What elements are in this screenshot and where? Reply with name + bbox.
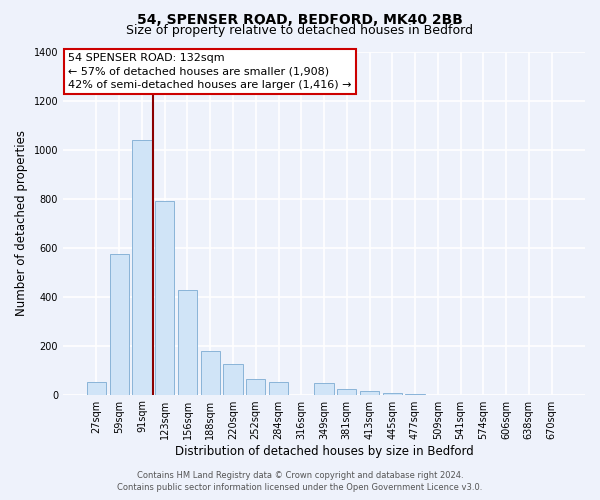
Text: Size of property relative to detached houses in Bedford: Size of property relative to detached ho… — [127, 24, 473, 37]
Text: 54 SPENSER ROAD: 132sqm
← 57% of detached houses are smaller (1,908)
42% of semi: 54 SPENSER ROAD: 132sqm ← 57% of detache… — [68, 53, 352, 90]
Bar — [87, 382, 106, 394]
X-axis label: Distribution of detached houses by size in Bedford: Distribution of detached houses by size … — [175, 444, 473, 458]
Text: 54, SPENSER ROAD, BEDFORD, MK40 2BB: 54, SPENSER ROAD, BEDFORD, MK40 2BB — [137, 12, 463, 26]
Bar — [155, 201, 175, 394]
Bar — [178, 290, 197, 395]
Bar — [246, 379, 265, 394]
Bar — [132, 140, 152, 394]
Bar — [110, 254, 129, 394]
Bar — [200, 351, 220, 395]
Y-axis label: Number of detached properties: Number of detached properties — [15, 130, 28, 316]
Bar — [337, 389, 356, 394]
Bar — [269, 382, 288, 394]
Bar — [360, 391, 379, 394]
Text: Contains HM Land Registry data © Crown copyright and database right 2024.
Contai: Contains HM Land Registry data © Crown c… — [118, 471, 482, 492]
Bar — [223, 364, 242, 394]
Bar — [314, 383, 334, 394]
